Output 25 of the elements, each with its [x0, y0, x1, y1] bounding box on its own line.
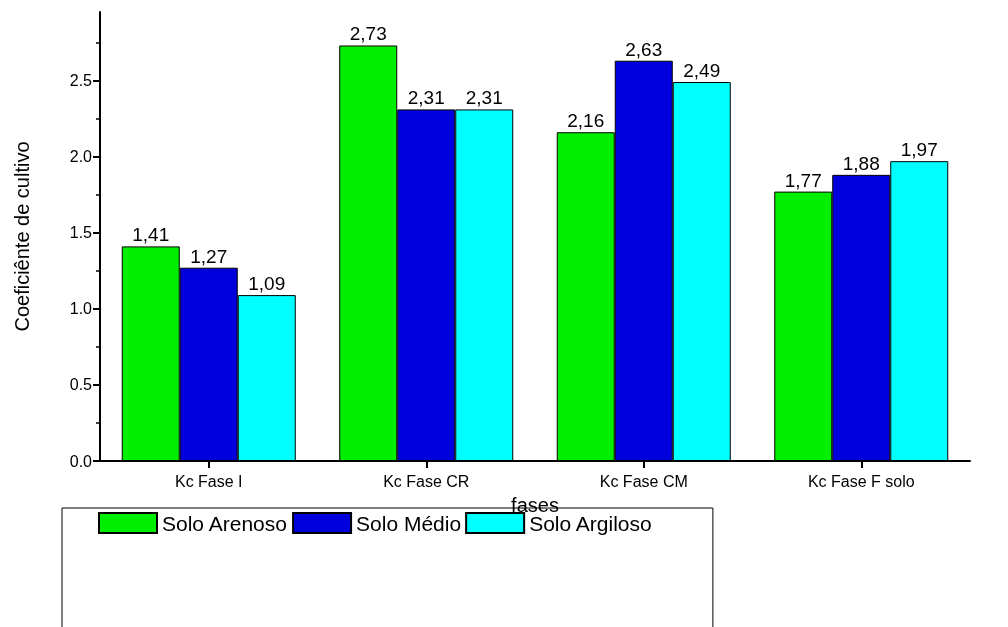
data-label: 1,77 — [784, 169, 822, 191]
data-label: 1,09 — [248, 273, 286, 295]
y-tick-label: 1.5 — [69, 224, 93, 242]
data-label: 1,27 — [190, 245, 228, 267]
x-tick-label: Kc Fase CM — [599, 472, 688, 490]
data-label: 2,49 — [683, 60, 721, 82]
y-tick-label: 0.5 — [69, 376, 93, 394]
legend-label: Solo Arenoso — [162, 511, 287, 535]
y-tick-label: 2.0 — [69, 148, 93, 166]
data-label: 1,88 — [842, 152, 880, 174]
x-tick-label: Kc Fase I — [174, 472, 243, 490]
data-label: 2,63 — [625, 38, 663, 60]
y-axis-title: Coeficiênte de cultivo — [11, 141, 33, 332]
data-label: 2,73 — [349, 23, 387, 45]
x-tick-label: Kc Fase CR — [383, 472, 470, 490]
data-label: 2,31 — [465, 87, 503, 109]
x-tick-label: Kc Fase F solo — [807, 472, 915, 490]
data-label: 2,31 — [407, 87, 445, 109]
data-label: 1,97 — [900, 139, 938, 161]
y-tick-label: 0.0 — [69, 452, 93, 470]
data-label: 2,16 — [567, 110, 605, 132]
legend-label: Solo Médio — [356, 511, 462, 535]
data-label: 1,41 — [132, 224, 170, 246]
y-tick-label: 2.5 — [69, 71, 93, 89]
y-tick-label: 1.0 — [69, 300, 93, 318]
